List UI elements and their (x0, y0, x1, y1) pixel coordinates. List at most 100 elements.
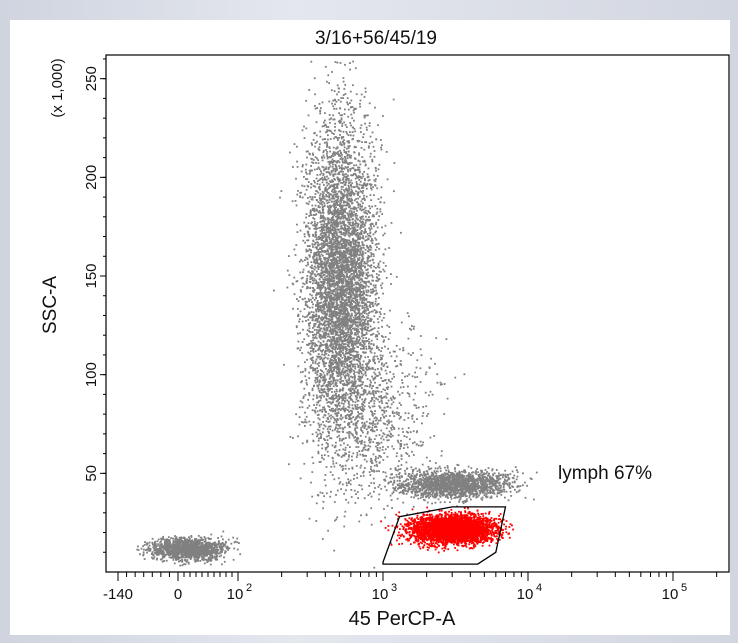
event-point (340, 196, 343, 199)
event-point (333, 118, 336, 121)
event-point (370, 339, 373, 342)
event-point (352, 305, 355, 308)
event-point (153, 543, 156, 545)
event-point (340, 407, 343, 410)
event-point (340, 233, 343, 236)
event-point (350, 353, 353, 356)
event-point (300, 191, 303, 194)
event-point (340, 261, 342, 264)
event-point (362, 390, 365, 392)
event-point (357, 257, 359, 260)
event-point (345, 349, 348, 352)
event-point (197, 553, 200, 556)
event-point (204, 538, 207, 541)
event-point (298, 423, 301, 426)
event-point (310, 142, 313, 145)
event-point (206, 542, 209, 544)
event-point (224, 544, 226, 546)
event-point (369, 347, 371, 349)
event-point (187, 539, 190, 542)
event-point (321, 312, 324, 315)
event-point (168, 545, 171, 548)
event-point (228, 547, 231, 550)
event-point (354, 242, 357, 245)
event-point (370, 246, 373, 249)
event-point (340, 361, 343, 364)
event-point (335, 295, 338, 298)
event-point (360, 184, 363, 187)
event-point (172, 537, 174, 540)
event-point (202, 557, 205, 560)
event-point (307, 230, 310, 233)
event-point (348, 287, 351, 290)
event-point (345, 167, 348, 169)
event-point (332, 151, 335, 153)
event-point (324, 238, 327, 241)
event-point (330, 417, 332, 420)
event-point (370, 288, 372, 291)
event-point (327, 387, 330, 390)
event-point (313, 333, 316, 336)
event-point (324, 278, 326, 281)
event-point (321, 206, 324, 209)
event-point (322, 507, 324, 510)
event-point (371, 158, 374, 161)
event-point (345, 350, 347, 353)
event-point (208, 537, 210, 540)
event-point (323, 217, 326, 219)
event-point (188, 551, 191, 554)
event-point (326, 257, 329, 260)
event-point (167, 547, 170, 550)
event-point (210, 550, 213, 552)
event-point (331, 350, 333, 352)
event-point (210, 554, 213, 557)
event-point (203, 554, 206, 556)
event-point (381, 226, 383, 229)
event-point (371, 239, 374, 242)
event-point (309, 331, 312, 333)
event-point (202, 545, 205, 548)
event-point (376, 207, 379, 210)
event-point (361, 405, 364, 408)
event-point (329, 162, 331, 164)
event-point (331, 132, 334, 134)
event-point (322, 192, 325, 194)
event-point (352, 245, 355, 248)
event-point (379, 313, 382, 315)
event-point (312, 214, 315, 216)
event-point (194, 538, 196, 541)
event-point (371, 405, 374, 408)
event-point (156, 550, 159, 552)
event-point (375, 304, 378, 307)
event-point (180, 550, 182, 552)
event-point (372, 368, 374, 370)
event-point (362, 247, 365, 249)
event-point (323, 280, 326, 283)
event-point (364, 322, 367, 325)
event-point (337, 178, 339, 180)
event-point (361, 244, 364, 246)
event-point (328, 166, 330, 169)
event-point (370, 253, 373, 256)
event-point (369, 460, 372, 463)
event-point (338, 340, 340, 343)
event-point (318, 235, 320, 238)
event-point (344, 289, 347, 292)
event-point (179, 543, 181, 546)
event-point (182, 537, 184, 539)
event-point (304, 297, 306, 300)
event-point (209, 551, 212, 553)
event-point (384, 389, 386, 392)
event-point (189, 550, 192, 552)
event-point (327, 323, 330, 326)
event-point (321, 330, 324, 333)
event-point (347, 280, 350, 283)
event-point (380, 196, 382, 199)
event-point (381, 335, 383, 337)
event-point (320, 202, 322, 205)
event-point (315, 358, 318, 361)
event-point (351, 363, 354, 366)
event-point (348, 268, 351, 270)
event-point (182, 555, 185, 558)
event-point (354, 382, 357, 385)
